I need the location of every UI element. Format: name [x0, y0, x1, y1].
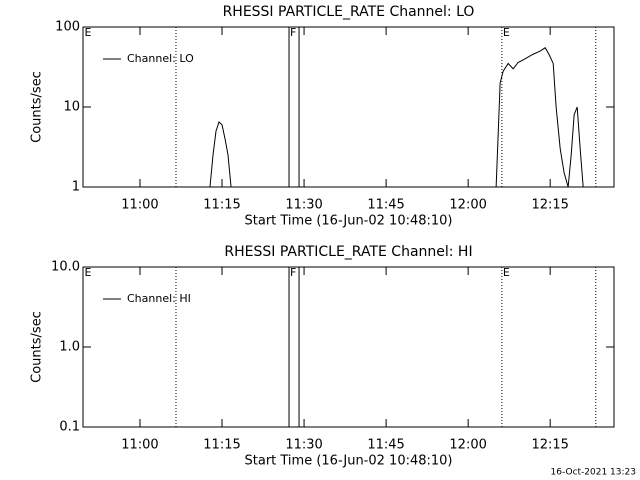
event-label: F [290, 26, 296, 39]
footer: 16-Oct-2021 13:23 [551, 468, 636, 478]
chart-title: RHESSI PARTICLE_RATE Channel: LO [223, 4, 475, 20]
x-tick-label: 11:45 [367, 198, 404, 213]
x-tick-label: 12:15 [531, 438, 568, 453]
y-tick-label: 10 [63, 100, 80, 115]
x-axis-title: Start Time (16-Jun-02 10:48:10) [245, 214, 453, 229]
x-tick-label: 12:15 [531, 198, 568, 213]
x-tick-label: 11:30 [285, 198, 322, 213]
x-tick-label: 12:00 [449, 198, 486, 213]
y-tick-label: 10.0 [51, 260, 80, 275]
plot-frame [82, 266, 615, 428]
x-tick-label: 11:30 [285, 438, 322, 453]
legend-label: Channel: LO [127, 52, 194, 65]
y-tick-label: 0.1 [59, 420, 80, 435]
y-tick-label: 100 [55, 20, 80, 35]
chart-title: RHESSI PARTICLE_RATE Channel: HI [224, 244, 472, 260]
event-label: E [503, 26, 510, 39]
x-axis-title: Start Time (16-Jun-02 10:48:10) [245, 454, 453, 469]
x-tick-label: 11:00 [121, 438, 158, 453]
x-tick-label: 11:00 [121, 198, 158, 213]
event-label: E [84, 266, 91, 279]
plot-frame [82, 26, 615, 188]
x-tick-label: 11:15 [203, 198, 240, 213]
x-tick-label: 11:45 [367, 438, 404, 453]
y-axis-title: Counts/sec [30, 71, 45, 143]
y-axis-title: Counts/sec [30, 311, 45, 383]
event-label: E [84, 26, 91, 39]
series-line [209, 47, 584, 188]
y-tick-label: 1.0 [59, 340, 80, 355]
event-label: E [503, 266, 510, 279]
event-label: F [290, 266, 296, 279]
x-tick-label: 12:00 [449, 438, 486, 453]
legend-label: Channel: HI [127, 292, 191, 305]
x-tick-label: 11:15 [203, 438, 240, 453]
y-tick-label: 1 [72, 180, 80, 195]
